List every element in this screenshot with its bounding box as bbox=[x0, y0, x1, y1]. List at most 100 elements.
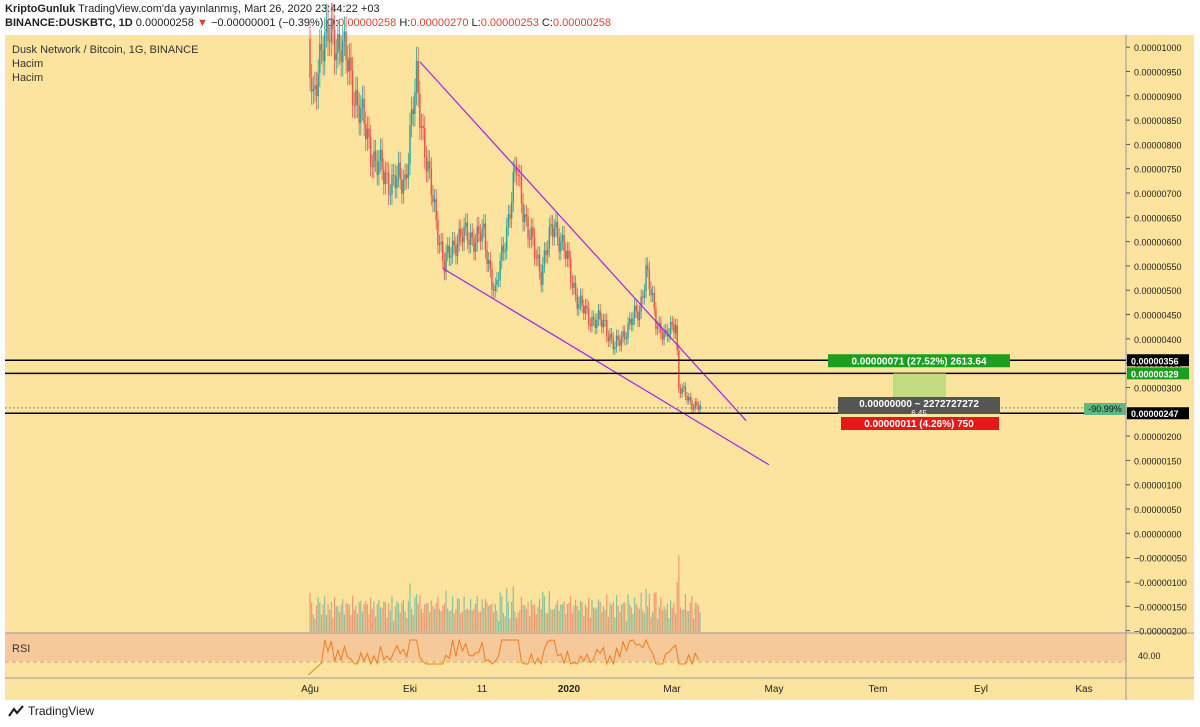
volume-bar bbox=[466, 608, 468, 632]
volume-bar bbox=[612, 601, 614, 632]
rsi-legend[interactable]: RSI bbox=[12, 643, 31, 655]
candle-body bbox=[691, 401, 693, 410]
volume-bar bbox=[350, 615, 352, 632]
author-name[interactable]: KriptoGunluk bbox=[5, 3, 76, 15]
position-info-box[interactable] bbox=[838, 397, 1000, 414]
candle-body bbox=[628, 318, 631, 324]
time-scale[interactable] bbox=[5, 678, 1194, 700]
volume-bar bbox=[414, 596, 416, 632]
price-tick-label: 0.00000600 bbox=[1134, 238, 1182, 248]
candle-body bbox=[420, 125, 423, 128]
volume-bar bbox=[356, 613, 359, 632]
candle-body bbox=[605, 319, 608, 337]
volume-bar bbox=[481, 599, 483, 632]
candle-body bbox=[596, 319, 598, 328]
volume-bar bbox=[617, 605, 619, 632]
candle-body bbox=[330, 18, 333, 42]
volume-bar bbox=[530, 599, 532, 632]
volume-bar bbox=[543, 596, 546, 632]
candle-body bbox=[427, 161, 429, 172]
price-change: −0.00000001 (−0.39%) bbox=[210, 17, 324, 29]
volume-bar bbox=[609, 602, 611, 632]
symbol-label[interactable]: BINANCE:DUSKBTC, 1D bbox=[5, 17, 133, 29]
candle-body bbox=[581, 295, 583, 307]
candle-body bbox=[692, 407, 695, 410]
position-info-sub: 6.45 bbox=[911, 409, 927, 418]
candle-body bbox=[550, 224, 552, 227]
volume-bar bbox=[322, 604, 324, 632]
volume-bar bbox=[424, 604, 426, 632]
candle-body bbox=[601, 319, 603, 328]
volume-bar bbox=[425, 603, 427, 632]
volume-bar bbox=[656, 618, 659, 632]
stop-box[interactable] bbox=[841, 417, 999, 430]
volume-bar bbox=[671, 607, 673, 632]
volume-bar bbox=[430, 600, 432, 632]
volume-bar bbox=[630, 607, 632, 632]
candle-body bbox=[497, 279, 500, 281]
candle-body bbox=[368, 128, 370, 137]
candle-body bbox=[509, 214, 511, 219]
volume-bar bbox=[437, 596, 439, 632]
level-price-badge bbox=[1127, 367, 1189, 380]
volume-bar bbox=[483, 607, 485, 632]
candle-body bbox=[468, 240, 470, 245]
chart-legend-title[interactable]: Dusk Network / Bitcoin, 1G, BINANCE bbox=[12, 44, 199, 56]
price-scale[interactable] bbox=[1126, 35, 1194, 633]
candle-body bbox=[410, 109, 413, 125]
main-pane[interactable] bbox=[5, 35, 1126, 633]
candle-body bbox=[428, 161, 431, 169]
position-info-label: 0.00000000 ~ 2272727272 bbox=[859, 399, 979, 410]
candle-body bbox=[510, 202, 513, 219]
volume-bar bbox=[535, 614, 537, 632]
volume-bar bbox=[684, 593, 687, 632]
volume-bar bbox=[427, 602, 429, 632]
time-tick-label: Eyl bbox=[974, 684, 988, 695]
candle-body bbox=[491, 269, 493, 290]
candle-body bbox=[625, 338, 628, 340]
target-box[interactable] bbox=[828, 354, 1010, 368]
volume-bar bbox=[565, 614, 567, 632]
candle-body bbox=[591, 316, 593, 327]
candle-body bbox=[624, 331, 626, 340]
candle-body bbox=[487, 260, 490, 265]
volume-bar bbox=[348, 604, 350, 632]
price-tick-label: 0.00000000 bbox=[1134, 529, 1182, 539]
volume-bar bbox=[471, 611, 473, 632]
volume-bar bbox=[333, 597, 336, 632]
candle-body bbox=[599, 310, 601, 320]
candle-body bbox=[461, 237, 464, 243]
candle-body bbox=[335, 53, 337, 61]
volume-bar bbox=[320, 614, 323, 632]
candle-body bbox=[696, 401, 698, 406]
candle-body bbox=[315, 85, 318, 97]
volume-bar bbox=[638, 608, 641, 632]
volume-bar bbox=[368, 614, 370, 632]
candle-body bbox=[607, 336, 610, 342]
price-tick-label: 0.00000750 bbox=[1134, 165, 1182, 175]
volume-bar bbox=[397, 603, 400, 632]
close-label: C: bbox=[541, 17, 553, 29]
candle-body bbox=[397, 162, 400, 177]
rsi-scale[interactable] bbox=[1126, 633, 1194, 678]
volume-bar bbox=[365, 601, 367, 632]
volume-bar bbox=[468, 610, 470, 632]
wedge-trendline[interactable] bbox=[442, 267, 770, 466]
candle-body bbox=[514, 167, 516, 172]
level-price-badge bbox=[1127, 407, 1189, 420]
volume-legend-1[interactable]: Hacim bbox=[12, 58, 44, 70]
volume-bar bbox=[489, 604, 491, 632]
candle-body bbox=[404, 174, 406, 181]
volume-bar bbox=[525, 609, 527, 632]
volume-bar bbox=[388, 603, 390, 632]
volume-bar bbox=[670, 600, 672, 632]
candle-body bbox=[387, 173, 390, 195]
candle-body bbox=[622, 331, 624, 337]
candle-body bbox=[371, 165, 374, 168]
volume-legend-2[interactable]: Hacim bbox=[12, 72, 44, 84]
candle-body bbox=[517, 175, 519, 177]
volume-bar bbox=[509, 618, 511, 632]
volume-bar bbox=[422, 612, 424, 632]
candle-body bbox=[392, 174, 395, 176]
